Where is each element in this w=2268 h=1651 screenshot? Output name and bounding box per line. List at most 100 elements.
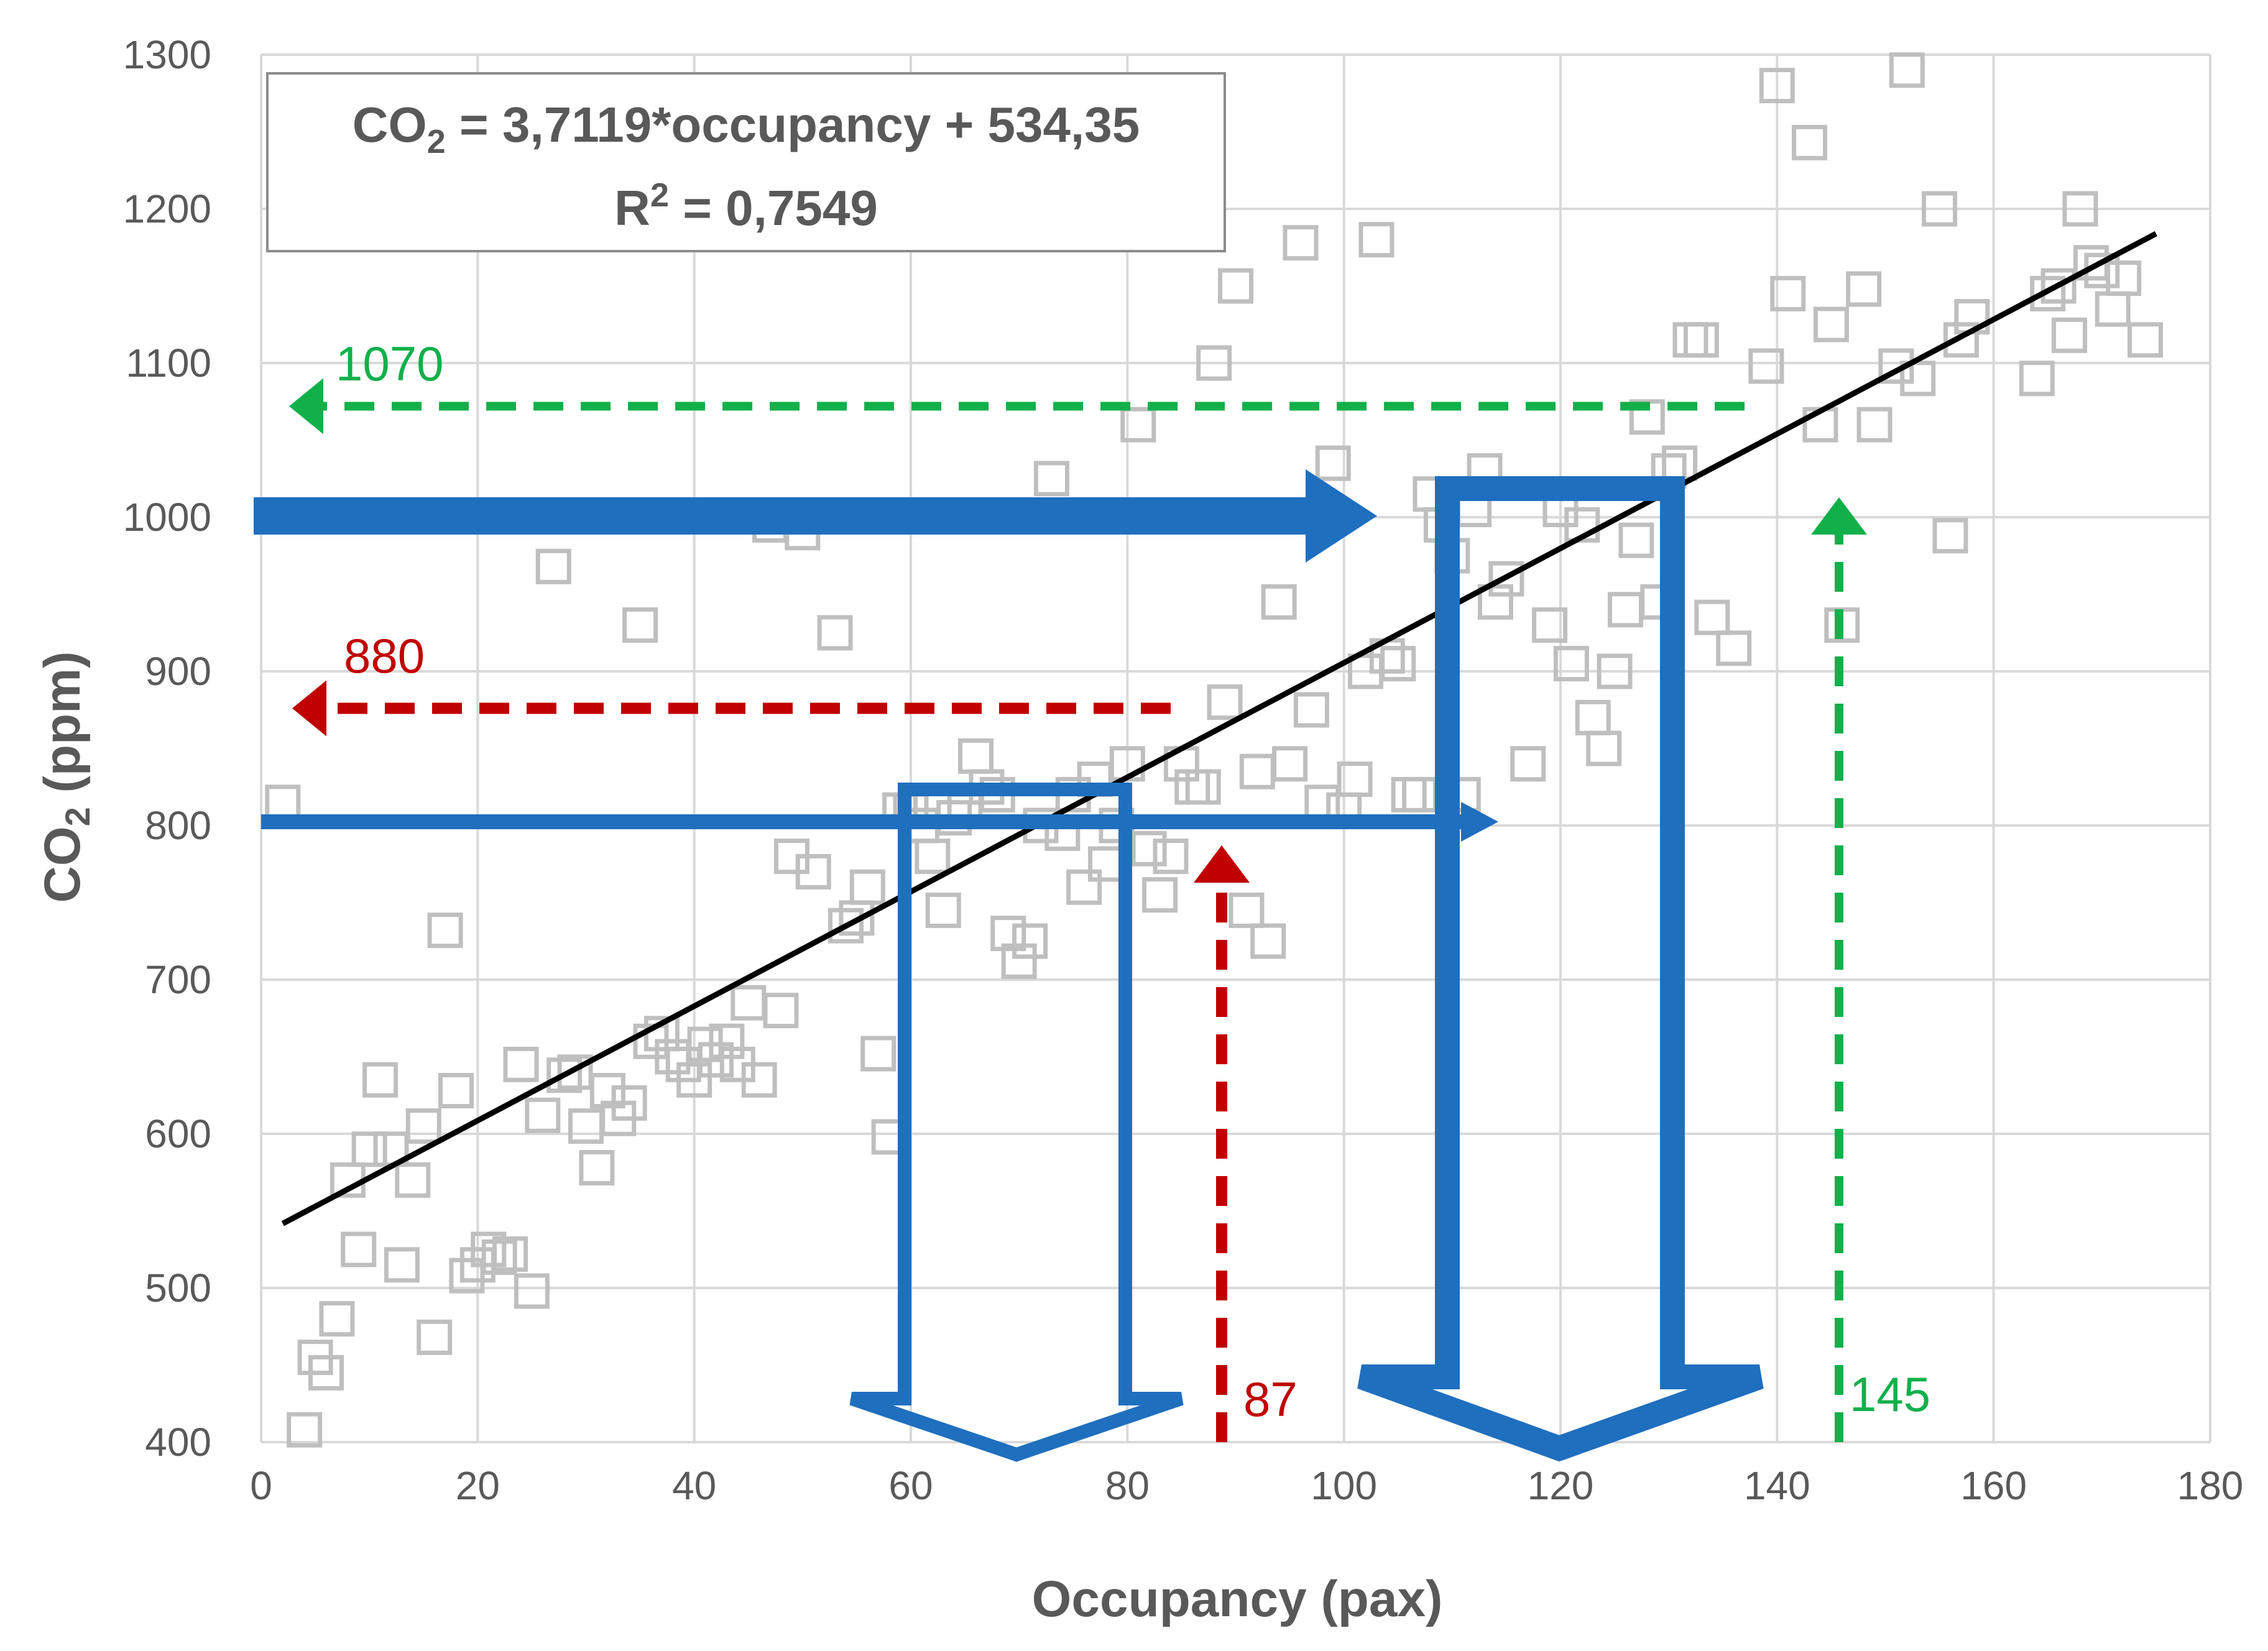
data-point — [1618, 522, 1654, 558]
data-point — [1813, 306, 1849, 343]
y-tick-label: 500 — [145, 1266, 211, 1310]
data-point — [817, 615, 853, 651]
data-point — [1337, 761, 1373, 798]
data-point — [265, 784, 301, 821]
data-point — [1683, 322, 1719, 358]
data-point — [1142, 877, 1178, 913]
data-point — [417, 1319, 453, 1355]
x-tick-label: 0 — [250, 1463, 272, 1508]
y-tick-label: 1100 — [126, 341, 211, 385]
axis-tick-labels: 0 20 40 60 80 100 120 140 160 180 400 500 600 700 800 9… — [123, 32, 2244, 1508]
label-87: 87 — [1243, 1372, 1298, 1427]
data-point — [709, 1023, 745, 1059]
annotation-layer — [254, 378, 1867, 1462]
data-point — [1239, 753, 1275, 789]
data-point — [1716, 630, 1752, 666]
y-axis-title-sub: 2 — [58, 807, 97, 826]
data-point — [503, 1046, 539, 1082]
data-point — [1932, 518, 1968, 554]
data-point — [1943, 322, 1979, 358]
data-point — [1185, 769, 1221, 805]
data-point — [362, 1062, 399, 1098]
data-point — [449, 1258, 485, 1294]
data-point — [481, 1239, 517, 1275]
data-point — [1597, 653, 1633, 689]
data-point — [1900, 361, 1936, 397]
data-point — [990, 916, 1026, 952]
red-arrowhead-left — [292, 680, 326, 737]
data-point — [622, 607, 658, 643]
data-point — [1380, 646, 1416, 682]
data-point — [915, 839, 951, 875]
data-point — [958, 738, 993, 774]
data-point — [1033, 461, 1069, 497]
data-point — [1153, 839, 1189, 875]
equation-prefix: CO — [353, 97, 427, 152]
data-point — [1553, 646, 1589, 682]
y-tick-label: 600 — [145, 1111, 211, 1156]
data-point — [1488, 561, 1524, 597]
blue-thick-arrow-shaft — [254, 497, 1329, 535]
data-point — [1293, 692, 1329, 728]
red-arrowhead-up — [1194, 845, 1250, 883]
data-point — [1088, 846, 1123, 882]
data-point — [427, 913, 463, 949]
data-point — [319, 1301, 355, 1337]
label-1070: 1070 — [336, 336, 444, 391]
data-point — [1391, 776, 1427, 812]
data-points — [265, 52, 2163, 1448]
data-point — [2106, 260, 2142, 297]
data-point — [546, 1057, 583, 1093]
data-point — [1770, 275, 1806, 311]
data-point — [2052, 317, 2088, 353]
data-point — [1748, 348, 1784, 384]
data-point — [1261, 584, 1297, 620]
data-point — [395, 1162, 431, 1198]
data-point — [1694, 599, 1730, 635]
data-point — [2127, 322, 2163, 358]
data-point — [492, 1236, 528, 1272]
data-point — [2062, 191, 2098, 227]
data-point — [2040, 268, 2077, 304]
data-point — [1662, 445, 1698, 481]
y-tick-label: 1200 — [123, 186, 211, 231]
data-point — [1759, 68, 1795, 104]
x-tick-label: 140 — [1744, 1463, 1810, 1508]
data-point — [1012, 923, 1048, 959]
data-point — [1478, 584, 1513, 620]
data-point — [1856, 407, 1892, 443]
y-tick-label: 400 — [145, 1420, 211, 1465]
data-point — [1922, 191, 1958, 227]
label-145: 145 — [1850, 1367, 1930, 1422]
r2-value: = 0,7549 — [669, 180, 878, 236]
data-point — [1575, 699, 1611, 735]
blue-thin-arrowhead — [1461, 802, 1498, 842]
data-point — [1564, 507, 1600, 543]
data-point — [763, 993, 799, 1029]
data-point — [611, 1085, 647, 1121]
data-point — [1283, 225, 1319, 261]
data-point — [535, 548, 571, 584]
data-point — [351, 1131, 387, 1167]
data-point — [849, 869, 885, 905]
label-880: 880 — [344, 628, 425, 683]
data-point — [1792, 124, 1828, 160]
r2-superscript: 2 — [650, 177, 669, 214]
data-point — [308, 1354, 344, 1391]
data-point — [1174, 769, 1210, 805]
x-tick-label: 60 — [888, 1463, 933, 1508]
gridlines — [260, 53, 2211, 1443]
data-point — [405, 1108, 441, 1144]
x-axis-title: Occupancy (pax) — [1032, 1571, 1443, 1627]
data-point — [1228, 892, 1265, 928]
data-point — [1120, 407, 1156, 443]
data-point — [860, 1036, 897, 1072]
data-point — [341, 1231, 377, 1267]
data-point — [438, 1073, 474, 1109]
data-point — [2095, 291, 2131, 327]
blue-hollow-down-arrow-large — [1357, 476, 1764, 1462]
data-point — [1358, 222, 1394, 258]
data-point — [471, 1231, 507, 1267]
x-tick-label: 80 — [1105, 1463, 1150, 1508]
